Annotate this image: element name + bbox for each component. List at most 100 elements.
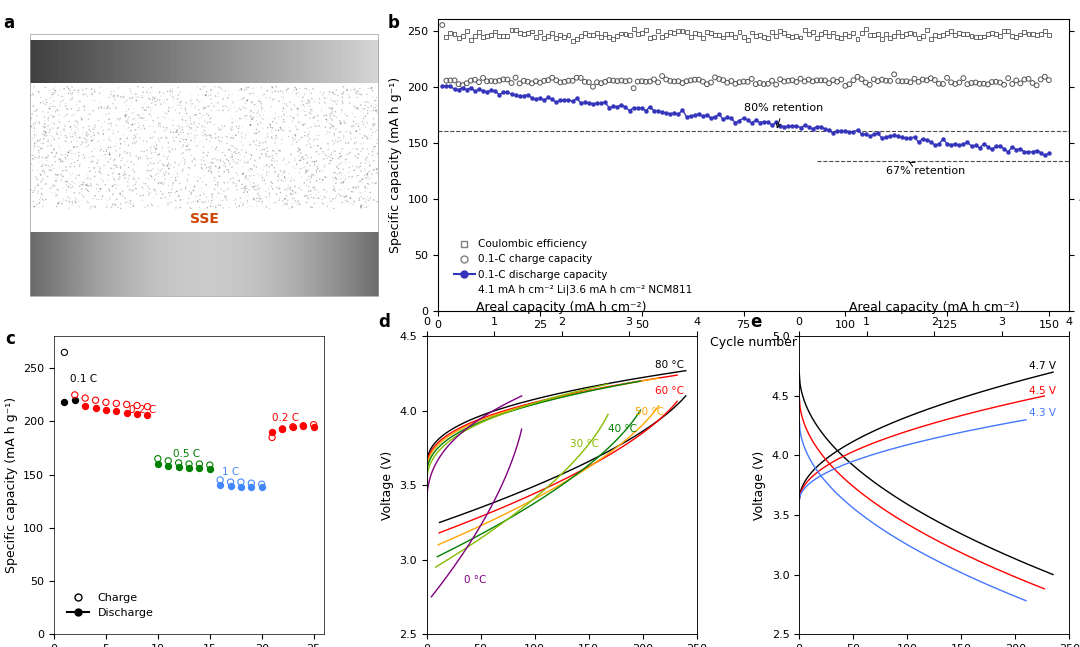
Point xyxy=(66,389,83,400)
Point xyxy=(253,479,270,489)
Point xyxy=(519,76,537,87)
Point xyxy=(612,100,630,110)
Point xyxy=(821,125,838,135)
Point xyxy=(963,141,981,151)
Text: 4.5 V: 4.5 V xyxy=(1029,386,1056,395)
Point xyxy=(253,482,270,492)
Point xyxy=(596,29,613,39)
Point xyxy=(897,28,915,39)
Point xyxy=(540,31,557,41)
Point xyxy=(946,79,963,89)
Point xyxy=(625,83,643,93)
Point xyxy=(902,27,919,38)
Point xyxy=(593,98,610,109)
Point xyxy=(149,454,166,464)
Point xyxy=(959,137,976,148)
Point xyxy=(971,143,988,153)
Point xyxy=(734,76,752,87)
Point xyxy=(499,30,516,41)
Point xyxy=(458,26,475,36)
Point xyxy=(495,30,512,41)
Point xyxy=(160,455,177,466)
Point xyxy=(1008,75,1025,85)
Point xyxy=(723,113,740,124)
Point xyxy=(764,27,781,37)
Point xyxy=(108,406,125,416)
Point xyxy=(768,117,785,127)
Point xyxy=(580,77,597,87)
Point xyxy=(849,72,866,82)
Point xyxy=(284,422,301,432)
Point xyxy=(955,28,972,39)
Point xyxy=(274,424,292,434)
Point xyxy=(865,74,882,85)
Point xyxy=(139,401,157,411)
Point xyxy=(950,140,968,150)
Point xyxy=(572,31,590,41)
Text: 4.3 V: 4.3 V xyxy=(1029,408,1056,418)
Point xyxy=(893,31,910,41)
Point xyxy=(118,399,135,410)
Point xyxy=(665,108,683,118)
Point xyxy=(694,76,712,87)
Point xyxy=(633,104,650,114)
Point xyxy=(487,76,504,87)
Point xyxy=(600,32,618,42)
Point xyxy=(540,93,557,103)
Point xyxy=(681,75,699,85)
Point xyxy=(861,30,878,40)
Point xyxy=(980,29,997,39)
Point xyxy=(1024,147,1041,157)
Point xyxy=(922,34,940,45)
Point xyxy=(629,76,646,87)
Text: 1 C: 1 C xyxy=(222,466,240,477)
Point xyxy=(861,80,878,90)
Point xyxy=(503,25,521,35)
Point xyxy=(991,78,1009,88)
Point xyxy=(596,97,613,107)
Point xyxy=(853,74,870,84)
Text: 0 °C: 0 °C xyxy=(463,575,486,586)
Point xyxy=(487,86,504,96)
Point xyxy=(580,98,597,108)
Point xyxy=(686,28,703,38)
Point xyxy=(442,27,459,38)
Point xyxy=(752,78,769,88)
Point xyxy=(232,482,249,492)
Point xyxy=(625,25,643,35)
Point xyxy=(877,76,894,86)
Text: NCM811: NCM811 xyxy=(168,137,240,152)
Point xyxy=(649,77,666,87)
Point xyxy=(531,78,549,88)
Point xyxy=(996,144,1013,154)
Point xyxy=(633,76,650,87)
Point xyxy=(743,74,760,84)
Point xyxy=(840,79,858,89)
Point xyxy=(934,29,951,39)
Point xyxy=(658,108,675,118)
Point xyxy=(1008,32,1025,42)
Point xyxy=(490,89,508,100)
Point xyxy=(221,477,239,487)
Point xyxy=(890,27,907,37)
Point xyxy=(478,76,496,87)
Point xyxy=(478,87,496,97)
Point xyxy=(511,27,528,38)
Point xyxy=(759,117,777,127)
Point xyxy=(792,122,809,133)
Point xyxy=(752,117,769,127)
Point xyxy=(784,75,801,85)
Point xyxy=(552,30,569,40)
Point xyxy=(515,28,532,39)
Point xyxy=(653,71,671,82)
Point xyxy=(752,30,769,40)
Point xyxy=(1032,28,1050,39)
Text: 50 °C: 50 °C xyxy=(635,408,664,417)
Point xyxy=(201,464,218,474)
Point xyxy=(160,461,177,471)
Point xyxy=(662,109,679,119)
Point xyxy=(991,31,1009,41)
Point xyxy=(955,73,972,83)
Point xyxy=(792,32,809,43)
Point xyxy=(584,30,602,40)
